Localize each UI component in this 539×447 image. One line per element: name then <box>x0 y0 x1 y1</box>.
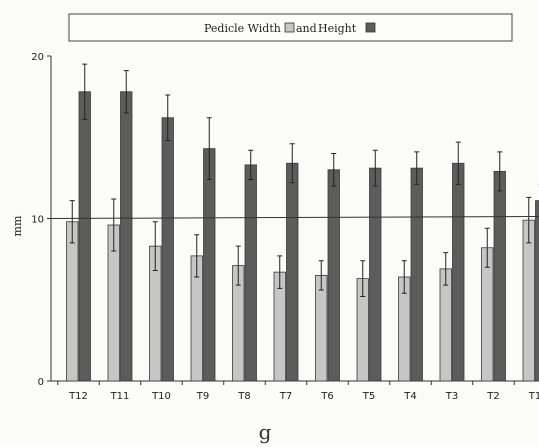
legend: Pedicle Width and Height <box>68 13 513 42</box>
bar-height-t3 <box>452 162 465 382</box>
bar-height-t7 <box>286 162 299 382</box>
x-tick-label: T2 <box>486 391 499 402</box>
x-tick-label: T12 <box>68 391 88 402</box>
bar-height-t8 <box>244 164 257 382</box>
x-tick-label: T3 <box>445 391 458 402</box>
legend-swatch-width <box>284 22 295 33</box>
x-ticks: T12 T11 T10 T9 T8 T7 T6 T5 T4 T3 T2 T1 <box>57 381 539 402</box>
bar-height-t2 <box>493 170 506 382</box>
bar-width-t12 <box>66 221 79 382</box>
legend-label-height: Height <box>318 22 357 35</box>
bar-width-t6 <box>315 274 328 382</box>
bar-height-t5 <box>369 167 382 382</box>
error-bars <box>69 63 539 297</box>
legend-label-width: Pedicle Width <box>204 22 281 35</box>
bars <box>66 91 539 382</box>
bar-height-t9 <box>203 148 216 382</box>
y-tick-label: 10 <box>31 215 44 226</box>
bar-height-t1 <box>535 200 539 382</box>
x-tick-label: T7 <box>279 391 292 402</box>
legend-label-and: and <box>296 22 317 35</box>
y-tick-label: 20 <box>31 52 44 63</box>
x-tick-label: T6 <box>320 391 333 402</box>
x-tick-label: T8 <box>237 391 250 402</box>
x-tick-label: T1 <box>528 391 539 402</box>
y-tick-label: 0 <box>38 377 44 388</box>
x-tick-label: T10 <box>151 391 171 402</box>
reference-line <box>50 216 539 219</box>
x-tick-label: T5 <box>362 391 375 402</box>
bar-height-t10 <box>161 117 174 382</box>
x-tick-label: T11 <box>110 391 130 402</box>
y-ticks: 0 10 20 <box>31 52 51 388</box>
bar-width-t3 <box>439 268 452 382</box>
bar-height-t12 <box>78 91 91 382</box>
legend-swatch-height <box>365 22 376 33</box>
x-tick-label: T4 <box>403 391 416 402</box>
reference-line-group <box>50 216 539 219</box>
chart-caption: g <box>259 420 272 444</box>
bar-width-t1 <box>522 219 535 382</box>
bar-height-t6 <box>327 169 340 382</box>
y-axis-label: mm <box>11 215 24 236</box>
bar-height-t4 <box>410 167 423 382</box>
x-tick-label: T9 <box>196 391 209 402</box>
bar-height-t11 <box>120 91 133 382</box>
